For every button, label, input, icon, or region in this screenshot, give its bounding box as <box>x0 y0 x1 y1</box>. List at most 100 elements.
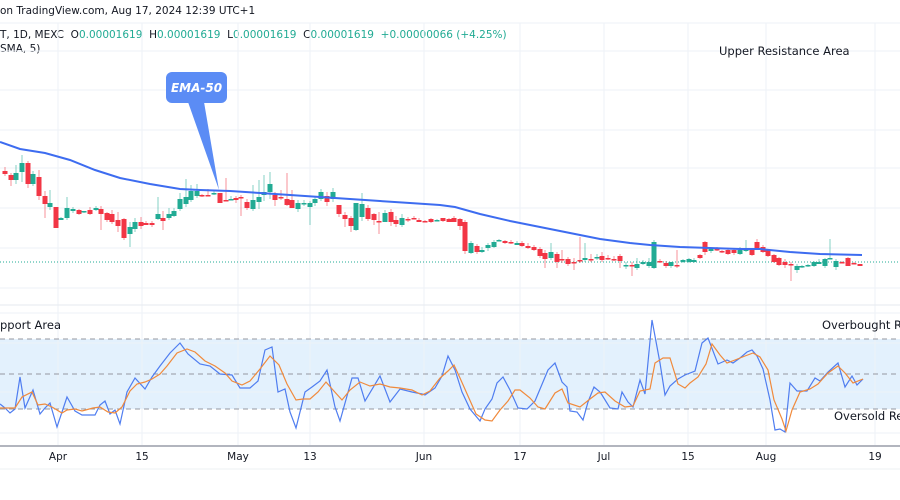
candle[interactable] <box>399 214 405 227</box>
candle[interactable] <box>93 206 99 211</box>
candle[interactable] <box>462 220 468 254</box>
candle[interactable] <box>617 254 623 268</box>
candle[interactable] <box>160 211 166 230</box>
candle[interactable] <box>228 196 234 201</box>
candle[interactable] <box>177 193 183 211</box>
candle[interactable] <box>42 191 48 218</box>
candle[interactable] <box>782 259 788 268</box>
candle[interactable] <box>422 220 428 223</box>
candle[interactable] <box>121 218 127 240</box>
candle[interactable] <box>416 218 422 222</box>
candle[interactable] <box>816 259 822 264</box>
candle[interactable] <box>485 243 491 251</box>
candle[interactable] <box>217 193 223 203</box>
candle[interactable] <box>428 218 434 223</box>
candle[interactable] <box>686 258 692 263</box>
candle[interactable] <box>336 205 342 217</box>
candle[interactable] <box>19 155 25 182</box>
candle[interactable] <box>342 212 348 227</box>
candle[interactable] <box>348 216 354 232</box>
candle[interactable] <box>64 197 70 220</box>
candle[interactable] <box>594 254 600 260</box>
candle[interactable] <box>605 255 611 260</box>
candle[interactable] <box>674 250 680 268</box>
candle[interactable] <box>537 247 543 258</box>
candle[interactable] <box>371 213 377 225</box>
candle[interactable] <box>289 190 295 208</box>
candle[interactable] <box>256 180 262 209</box>
candle[interactable] <box>393 216 399 227</box>
candle[interactable] <box>845 257 851 266</box>
candle[interactable] <box>324 192 330 206</box>
candle[interactable] <box>188 185 194 202</box>
candle[interactable] <box>822 258 828 268</box>
candle[interactable] <box>440 218 446 222</box>
candle[interactable] <box>611 256 617 261</box>
candle[interactable] <box>104 212 110 222</box>
candle[interactable] <box>365 205 371 221</box>
candle[interactable] <box>833 259 839 270</box>
candle[interactable] <box>588 254 594 262</box>
candle[interactable] <box>565 257 571 266</box>
candle[interactable] <box>238 195 244 216</box>
candle[interactable] <box>554 252 560 268</box>
candle[interactable] <box>301 200 307 206</box>
candle[interactable] <box>502 240 508 244</box>
candle[interactable] <box>115 212 121 232</box>
candle[interactable] <box>623 262 629 269</box>
candle[interactable] <box>491 240 497 248</box>
candle[interactable] <box>284 173 290 206</box>
candle[interactable] <box>851 262 857 265</box>
candle[interactable] <box>468 241 474 254</box>
candle[interactable] <box>514 241 520 245</box>
candle[interactable] <box>267 172 273 199</box>
candle[interactable] <box>680 259 686 263</box>
candle[interactable] <box>307 201 313 225</box>
candle[interactable] <box>149 221 155 227</box>
candle[interactable] <box>223 178 229 202</box>
candle[interactable] <box>233 196 239 203</box>
candle[interactable] <box>743 240 749 252</box>
candle[interactable] <box>47 190 53 210</box>
candle[interactable] <box>143 221 149 225</box>
candle[interactable] <box>411 216 417 220</box>
candle[interactable] <box>53 207 59 228</box>
candle[interactable] <box>353 203 359 231</box>
candle[interactable] <box>788 262 794 281</box>
candle[interactable] <box>76 209 82 215</box>
candle[interactable] <box>171 208 177 217</box>
candle[interactable] <box>30 171 36 186</box>
candle[interactable] <box>559 250 565 263</box>
candle[interactable] <box>261 175 267 201</box>
candle[interactable] <box>754 239 760 249</box>
candle[interactable] <box>166 208 172 220</box>
candle[interactable] <box>697 254 703 259</box>
candle[interactable] <box>629 262 635 276</box>
candle[interactable] <box>127 222 133 247</box>
candle[interactable] <box>668 262 674 268</box>
candle[interactable] <box>525 243 531 249</box>
candle[interactable] <box>799 265 805 268</box>
candle[interactable] <box>244 199 250 210</box>
candle[interactable] <box>474 244 480 254</box>
candle[interactable] <box>508 240 514 244</box>
candle[interactable] <box>634 258 640 270</box>
candle[interactable] <box>839 261 845 264</box>
candle[interactable] <box>479 247 485 253</box>
candle[interactable] <box>776 257 782 266</box>
candle[interactable] <box>25 161 31 188</box>
candle[interactable] <box>70 207 76 213</box>
candle[interactable] <box>805 264 811 267</box>
candle[interactable] <box>531 245 537 251</box>
candle[interactable] <box>725 249 731 255</box>
candle[interactable] <box>138 217 144 229</box>
candle[interactable] <box>451 216 457 222</box>
candle[interactable] <box>194 184 200 198</box>
candle[interactable] <box>434 219 440 222</box>
candle[interactable] <box>719 250 725 253</box>
candle[interactable] <box>318 189 324 201</box>
candle[interactable] <box>359 193 365 221</box>
candle[interactable] <box>582 243 588 262</box>
candle[interactable] <box>132 218 138 232</box>
candle[interactable] <box>519 241 525 247</box>
